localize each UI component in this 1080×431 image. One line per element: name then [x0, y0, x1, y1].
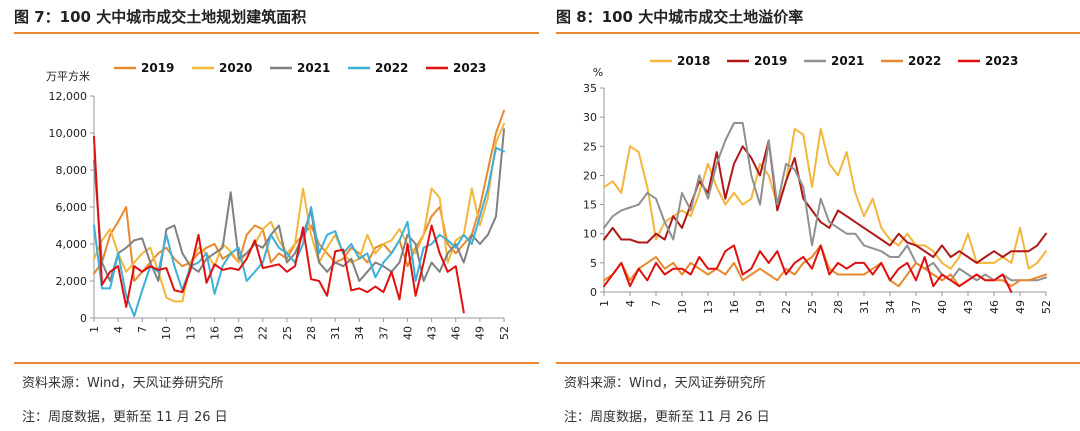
- x-tick-label: 49: [474, 326, 487, 340]
- y-tick-label: 15: [583, 199, 597, 212]
- x-tick-label: 10: [160, 326, 173, 340]
- right-chart-panel: 图 8：100 大中城市成交土地溢价率 % 0 5 10 15 20 25 30 35 1 4 7 10…: [556, 0, 1080, 431]
- y-axis-unit-label: %: [593, 66, 603, 79]
- right-chart-title: 图 8：100 大中城市成交土地溢价率: [556, 8, 804, 26]
- y-tick-label: 2,000: [56, 275, 88, 288]
- left-bottom-divider: [14, 362, 539, 364]
- x-tick-label: 19: [233, 326, 246, 340]
- y-tick-label: 12,000: [49, 90, 88, 103]
- legend-label-2022: 2022: [375, 61, 408, 75]
- x-tick-label: 31: [329, 326, 342, 340]
- left-source-text: 资料来源：Wind，天风证券研究所: [22, 376, 224, 391]
- y-tick-label: 35: [583, 82, 597, 95]
- legend-label-2019: 2019: [754, 54, 787, 68]
- x-tick-label: 46: [450, 326, 463, 340]
- x-tick-label: 7: [136, 326, 149, 333]
- y-tick-label: 6,000: [56, 201, 88, 214]
- y-tick-label: 25: [583, 140, 597, 153]
- y-tick-label: 0: [80, 312, 87, 325]
- left-chart-panel: 图 7：100 大中城市成交土地规划建筑面积 万平方米 0 2,000 4,000 6,…: [14, 0, 539, 431]
- x-tick-label: 43: [425, 326, 438, 340]
- x-tick-label: 34: [884, 300, 897, 314]
- x-tick-label: 34: [353, 326, 366, 340]
- right-bottom-divider: [556, 362, 1080, 364]
- x-tick-label: 37: [910, 300, 923, 314]
- series-line-2019: [603, 139, 1047, 264]
- x-tick-label: 40: [936, 300, 949, 314]
- series-line-2020: [93, 122, 505, 303]
- right-note-text: 注：周度数据，更新至 11 月 26 日: [564, 410, 770, 425]
- x-tick-label: 37: [377, 326, 390, 340]
- x-tick-label: 49: [1014, 300, 1027, 314]
- x-tick-label: 40: [401, 326, 414, 340]
- legend-label-2022: 2022: [908, 54, 941, 68]
- x-tick-label: 28: [832, 300, 845, 314]
- legend-label-2021: 2021: [831, 54, 864, 68]
- x-tick-label: 1: [88, 326, 101, 333]
- x-tick-label: 16: [208, 326, 221, 340]
- y-tick-label: 30: [583, 111, 597, 124]
- legend-label-2021: 2021: [297, 61, 330, 75]
- x-tick-label: 19: [754, 300, 767, 314]
- y-tick-label: 5: [590, 257, 597, 270]
- y-tick-label: 8,000: [56, 164, 88, 177]
- x-tick-label: 25: [806, 300, 819, 314]
- legend-label-2023: 2023: [453, 61, 486, 75]
- right-chart: % 0 5 10 15 20 25 30 35 1 4 7 10 13 16 19 22 25 28 31 34 37 40…: [583, 54, 1053, 314]
- x-tick-label: 4: [624, 300, 637, 307]
- x-tick-label: 10: [676, 300, 689, 314]
- y-tick-label: 4,000: [56, 238, 88, 251]
- legend-label-2020: 2020: [219, 61, 252, 75]
- right-top-divider: [556, 32, 1080, 34]
- left-top-divider: [14, 32, 539, 34]
- x-tick-label: 31: [858, 300, 871, 314]
- x-tick-label: 25: [281, 326, 294, 340]
- legend-label-2018: 2018: [677, 54, 710, 68]
- x-tick-label: 52: [498, 326, 511, 340]
- x-tick-label: 16: [728, 300, 741, 314]
- x-tick-label: 13: [702, 300, 715, 314]
- x-tick-label: 46: [988, 300, 1001, 314]
- x-tick-label: 43: [962, 300, 975, 314]
- series-line-2022: [603, 244, 1047, 288]
- x-tick-label: 22: [780, 300, 793, 314]
- y-tick-label: 0: [590, 286, 597, 299]
- left-note-text: 注：周度数据，更新至 11 月 26 日: [22, 410, 228, 425]
- legend-label-2023: 2023: [985, 54, 1018, 68]
- x-tick-label: 7: [650, 300, 663, 307]
- left-chart-title: 图 7：100 大中城市成交土地规划建筑面积: [14, 8, 307, 26]
- series-line-2023: [93, 135, 465, 314]
- x-tick-label: 1: [598, 300, 611, 307]
- x-tick-label: 13: [184, 326, 197, 340]
- right-source-text: 资料来源：Wind，天风证券研究所: [564, 376, 766, 391]
- left-chart: 万平方米 0 2,000 4,000 6,000 8,000 10,000 12,000 1 4 7…: [46, 61, 511, 340]
- y-axis-unit-label: 万平方米: [46, 69, 90, 83]
- x-tick-label: 28: [305, 326, 318, 340]
- x-tick-label: 4: [112, 326, 125, 333]
- series-line-2023: [603, 244, 1013, 293]
- series-line-2022: [93, 146, 505, 318]
- y-tick-label: 10: [583, 228, 597, 241]
- x-tick-label: 52: [1040, 300, 1053, 314]
- x-tick-label: 22: [257, 326, 270, 340]
- y-tick-label: 20: [583, 169, 597, 182]
- legend-label-2019: 2019: [141, 61, 174, 75]
- y-tick-label: 10,000: [49, 127, 88, 140]
- series-line-2018: [603, 127, 1047, 270]
